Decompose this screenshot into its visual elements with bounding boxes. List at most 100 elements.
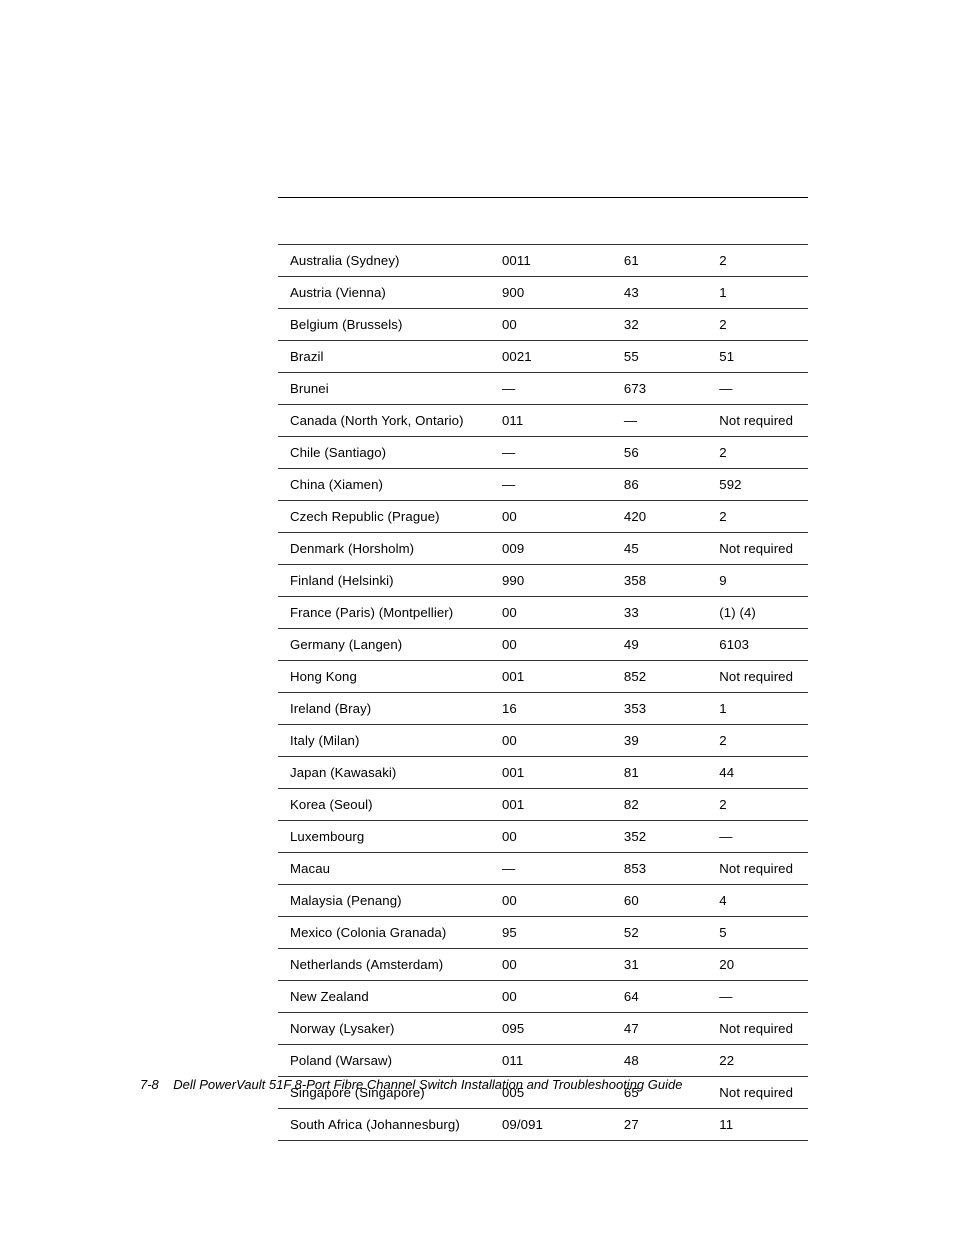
table-cell: 00 (490, 981, 612, 1013)
table-cell: 352 (612, 821, 707, 853)
table-cell: 4 (707, 885, 808, 917)
table-cell: France (Paris) (Montpellier) (278, 597, 490, 629)
table-cell: 31 (612, 949, 707, 981)
table-cell: 43 (612, 277, 707, 309)
table-row: Austria (Vienna)900431 (278, 277, 808, 309)
table-cell: Hong Kong (278, 661, 490, 693)
page-number: 7-8 (140, 1077, 159, 1092)
table-cell: Malaysia (Penang) (278, 885, 490, 917)
table-cell: 853 (612, 853, 707, 885)
doc-title: Dell PowerVault 51F 8-Port Fibre Channel… (173, 1077, 682, 1092)
table-row: Australia (Sydney)0011612 (278, 245, 808, 277)
table-cell: 592 (707, 469, 808, 501)
table-cell: 22 (707, 1045, 808, 1077)
table-cell: 5 (707, 917, 808, 949)
table-row: Macau—853Not required (278, 853, 808, 885)
table-row: Finland (Helsinki)9903589 (278, 565, 808, 597)
table-cell: — (707, 373, 808, 405)
table-cell: 64 (612, 981, 707, 1013)
table-cell: — (612, 405, 707, 437)
table-cell: 60 (612, 885, 707, 917)
table-row: Korea (Seoul)001822 (278, 789, 808, 821)
table-cell: 095 (490, 1013, 612, 1045)
table-cell: 61 (612, 245, 707, 277)
table-row: Denmark (Horsholm)00945Not required (278, 533, 808, 565)
table-cell: 673 (612, 373, 707, 405)
table-cell: 0011 (490, 245, 612, 277)
table-cell: — (707, 821, 808, 853)
table-row: Italy (Milan)00392 (278, 725, 808, 757)
table-cell: South Africa (Johannesburg) (278, 1109, 490, 1141)
table-cell: Denmark (Horsholm) (278, 533, 490, 565)
table-cell: 1 (707, 277, 808, 309)
table-cell: Not required (707, 533, 808, 565)
table-cell: — (490, 853, 612, 885)
table-cell: Mexico (Colonia Granada) (278, 917, 490, 949)
table-cell: 39 (612, 725, 707, 757)
table-cell: 16 (490, 693, 612, 725)
table-cell: 2 (707, 245, 808, 277)
table-cell: 353 (612, 693, 707, 725)
table-cell: 358 (612, 565, 707, 597)
table-cell: 2 (707, 725, 808, 757)
table-cell: 00 (490, 885, 612, 917)
table-row: Japan (Kawasaki)0018144 (278, 757, 808, 789)
table-cell: Australia (Sydney) (278, 245, 490, 277)
table-cell: 45 (612, 533, 707, 565)
table-cell: 00 (490, 501, 612, 533)
table-cell: Poland (Warsaw) (278, 1045, 490, 1077)
table-cell: Finland (Helsinki) (278, 565, 490, 597)
table-cell: — (707, 981, 808, 1013)
table-cell: 6103 (707, 629, 808, 661)
table-row: New Zealand0064— (278, 981, 808, 1013)
table-row: France (Paris) (Montpellier)0033(1) (4) (278, 597, 808, 629)
table-cell: (1) (4) (707, 597, 808, 629)
table-cell: Luxembourg (278, 821, 490, 853)
horizontal-rule (278, 197, 808, 198)
table-row: Brunei—673— (278, 373, 808, 405)
table-row: Netherlands (Amsterdam)003120 (278, 949, 808, 981)
table-row: Poland (Warsaw)0114822 (278, 1045, 808, 1077)
table-cell: New Zealand (278, 981, 490, 1013)
table-cell: Japan (Kawasaki) (278, 757, 490, 789)
table-cell: 2 (707, 309, 808, 341)
table-cell: Canada (North York, Ontario) (278, 405, 490, 437)
table-cell: 47 (612, 1013, 707, 1045)
table-cell: Chile (Santiago) (278, 437, 490, 469)
table-cell: 2 (707, 501, 808, 533)
table-cell: 11 (707, 1109, 808, 1141)
table-cell: 00 (490, 597, 612, 629)
dial-codes-table-wrap: Australia (Sydney)0011612Austria (Vienna… (278, 244, 808, 1141)
table-cell: 2 (707, 437, 808, 469)
table-cell: Brunei (278, 373, 490, 405)
table-cell: 990 (490, 565, 612, 597)
table-cell: 55 (612, 341, 707, 373)
table-cell: 00 (490, 949, 612, 981)
table-cell: Norway (Lysaker) (278, 1013, 490, 1045)
document-page: Australia (Sydney)0011612Austria (Vienna… (0, 0, 954, 1235)
table-cell: Not required (707, 853, 808, 885)
table-cell: 00 (490, 629, 612, 661)
table-cell: China (Xiamen) (278, 469, 490, 501)
table-cell: Not required (707, 1013, 808, 1045)
table-row: Hong Kong001852Not required (278, 661, 808, 693)
table-row: Luxembourg00352— (278, 821, 808, 853)
table-cell: 48 (612, 1045, 707, 1077)
table-cell: Germany (Langen) (278, 629, 490, 661)
table-cell: 00 (490, 309, 612, 341)
table-row: Norway (Lysaker)09547Not required (278, 1013, 808, 1045)
table-cell: 27 (612, 1109, 707, 1141)
table-cell: Netherlands (Amsterdam) (278, 949, 490, 981)
table-cell: 9 (707, 565, 808, 597)
table-cell: Austria (Vienna) (278, 277, 490, 309)
table-cell: — (490, 469, 612, 501)
table-cell: 2 (707, 789, 808, 821)
table-cell: 09/091 (490, 1109, 612, 1141)
table-cell: Ireland (Bray) (278, 693, 490, 725)
table-cell: 900 (490, 277, 612, 309)
table-row: Mexico (Colonia Granada)95525 (278, 917, 808, 949)
table-cell: 420 (612, 501, 707, 533)
table-cell: 852 (612, 661, 707, 693)
table-cell: Not required (707, 661, 808, 693)
table-row: Germany (Langen)00496103 (278, 629, 808, 661)
